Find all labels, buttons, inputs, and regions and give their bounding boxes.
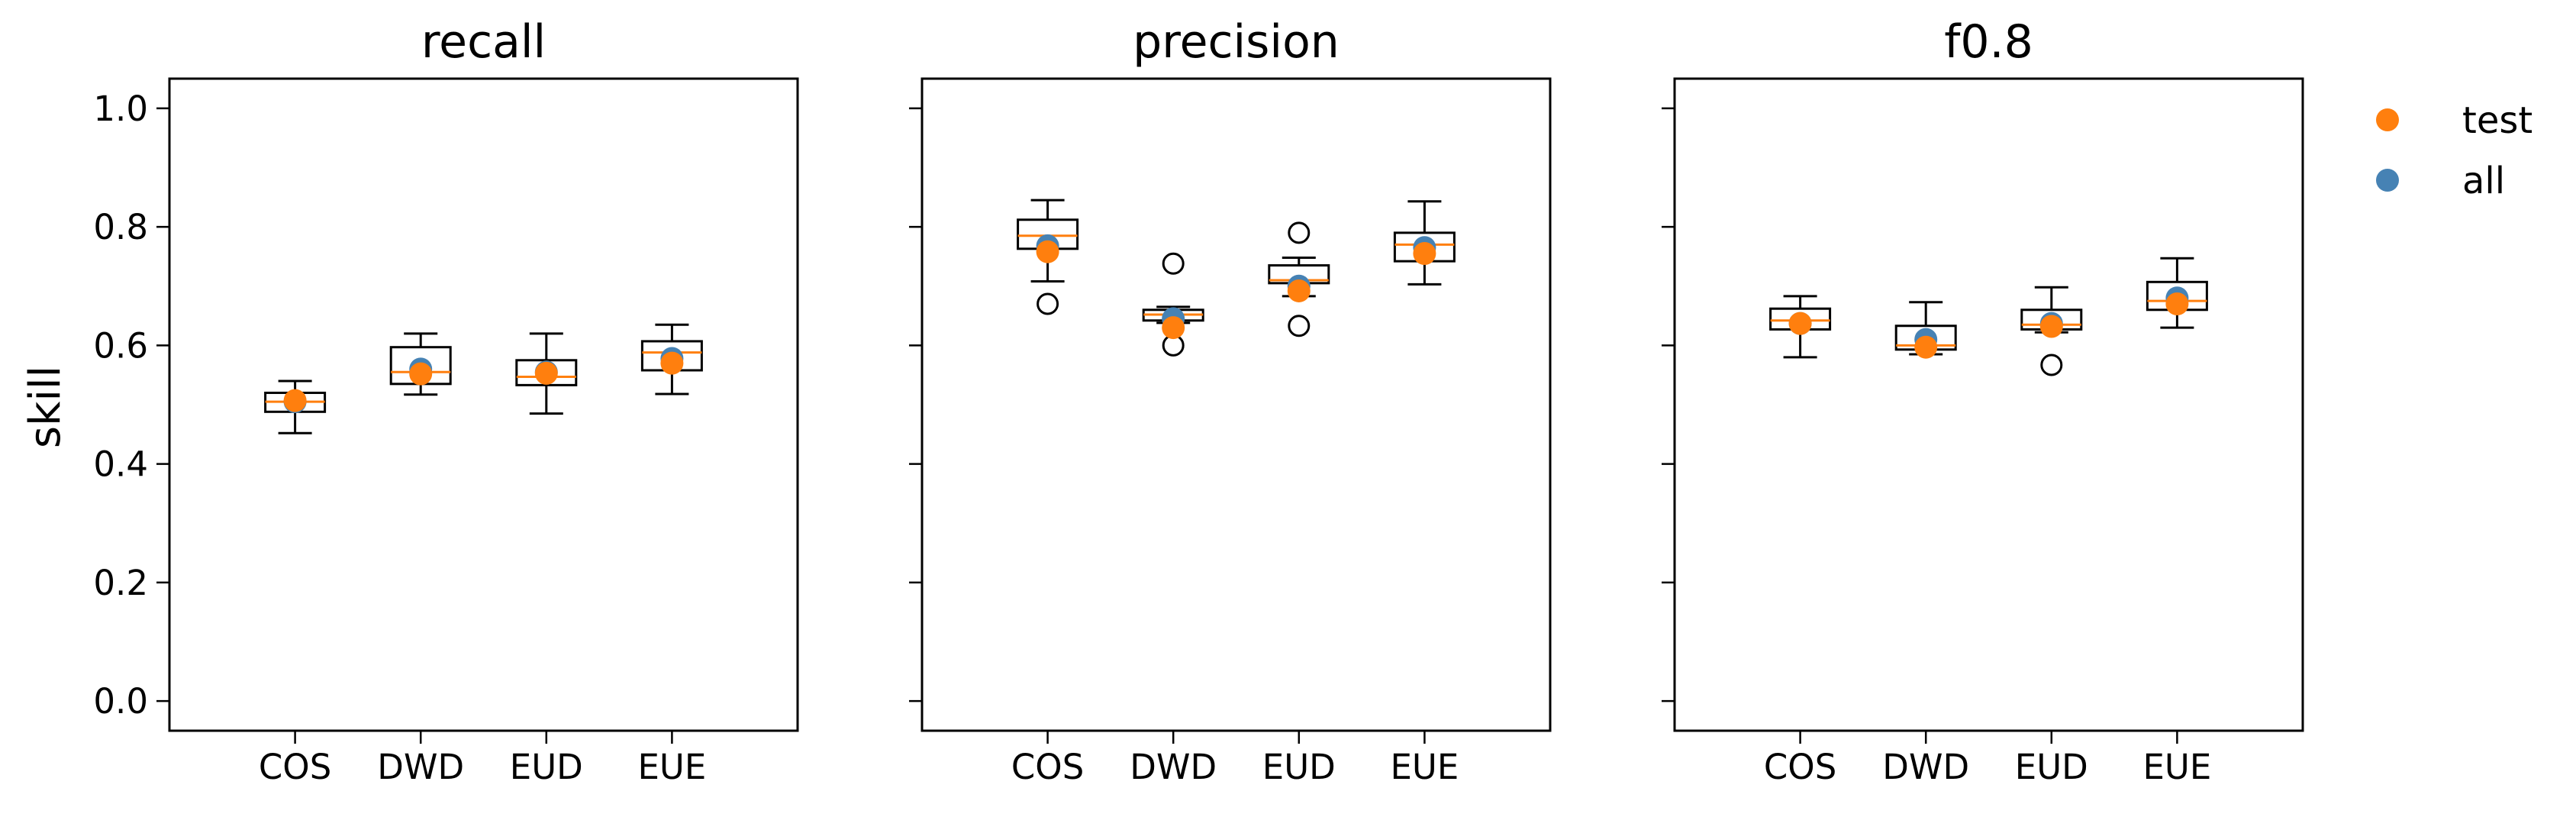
test-point bbox=[1788, 312, 1812, 335]
panel-1: precision COS DWD EUD EUE bbox=[909, 15, 1552, 787]
box-COS: COS bbox=[1764, 295, 1836, 787]
outlier-point bbox=[1037, 292, 1059, 315]
outlier-point bbox=[1288, 221, 1311, 244]
test-point bbox=[1287, 279, 1311, 302]
y-tick-label: 0.8 bbox=[93, 207, 148, 247]
legend-label: all bbox=[2462, 160, 2505, 202]
y-tick-label: 0.0 bbox=[93, 681, 148, 722]
test-point bbox=[2039, 315, 2063, 338]
legend-marker bbox=[2376, 169, 2399, 192]
y-tick-label: 0.6 bbox=[93, 325, 148, 366]
x-tick-label: COS bbox=[1011, 747, 1084, 787]
panel-title: recall bbox=[421, 15, 546, 69]
test-point bbox=[1162, 316, 1185, 340]
box-EUE: EUE bbox=[637, 323, 706, 787]
x-tick-label: EUE bbox=[1390, 747, 1459, 787]
x-tick-label: COS bbox=[259, 747, 331, 787]
panel-2: f0.8 COS DWD EUD EUE bbox=[1662, 15, 2304, 787]
x-tick-label: DWD bbox=[1130, 747, 1217, 787]
x-tick-label: EUE bbox=[2142, 747, 2211, 787]
x-tick-label: COS bbox=[1764, 747, 1836, 787]
box-DWD: DWD bbox=[377, 332, 464, 787]
box-COS: COS bbox=[1011, 199, 1084, 787]
y-tick-label: 1.0 bbox=[93, 89, 148, 129]
x-tick-label: EUD bbox=[1262, 747, 1336, 787]
x-tick-label: EUD bbox=[2015, 747, 2088, 787]
legend: test all bbox=[2376, 99, 2532, 202]
box-EUD: EUD bbox=[1262, 221, 1336, 787]
box-EUD: EUD bbox=[510, 332, 583, 787]
box-DWD: DWD bbox=[1130, 252, 1217, 787]
outlier-point bbox=[1288, 315, 1311, 337]
test-point bbox=[534, 361, 558, 385]
y-axis-label: skill bbox=[21, 366, 70, 448]
test-point bbox=[660, 351, 684, 375]
panel-title: f0.8 bbox=[1944, 15, 2033, 69]
test-point bbox=[2165, 292, 2189, 316]
box-DWD: DWD bbox=[1882, 301, 1969, 787]
x-tick-label: EUD bbox=[510, 747, 583, 787]
plot-frame bbox=[1673, 77, 2304, 732]
y-tick-label: 0.4 bbox=[93, 444, 148, 485]
x-tick-label: EUE bbox=[637, 747, 706, 787]
plot-frame bbox=[168, 77, 799, 732]
test-point bbox=[409, 362, 433, 386]
legend-item-all: all bbox=[2376, 160, 2505, 202]
test-point bbox=[1914, 335, 1938, 359]
x-tick-label: DWD bbox=[1882, 747, 1969, 787]
test-point bbox=[283, 389, 307, 412]
plot-frame bbox=[920, 77, 1552, 732]
iqr-box bbox=[515, 359, 578, 386]
panel-title: precision bbox=[1133, 15, 1340, 69]
legend-item-test: test bbox=[2376, 99, 2532, 142]
test-point bbox=[1413, 242, 1436, 266]
box-COS: COS bbox=[259, 379, 331, 787]
y-tick-label: 0.2 bbox=[93, 563, 148, 603]
test-point bbox=[1036, 240, 1059, 263]
outlier-point bbox=[2040, 354, 2063, 376]
x-tick-label: DWD bbox=[377, 747, 464, 787]
box-EUD: EUD bbox=[2015, 286, 2088, 787]
legend-marker bbox=[2376, 108, 2399, 131]
box-EUE: EUE bbox=[1390, 200, 1459, 787]
panel-0: recall 0.0 0.2 0.4 0.6 0.8 1.0 COS DWD EUD EUE bbox=[93, 15, 799, 787]
box-EUE: EUE bbox=[2142, 257, 2211, 787]
outlier-point bbox=[1162, 252, 1185, 275]
legend-label: test bbox=[2462, 99, 2532, 142]
